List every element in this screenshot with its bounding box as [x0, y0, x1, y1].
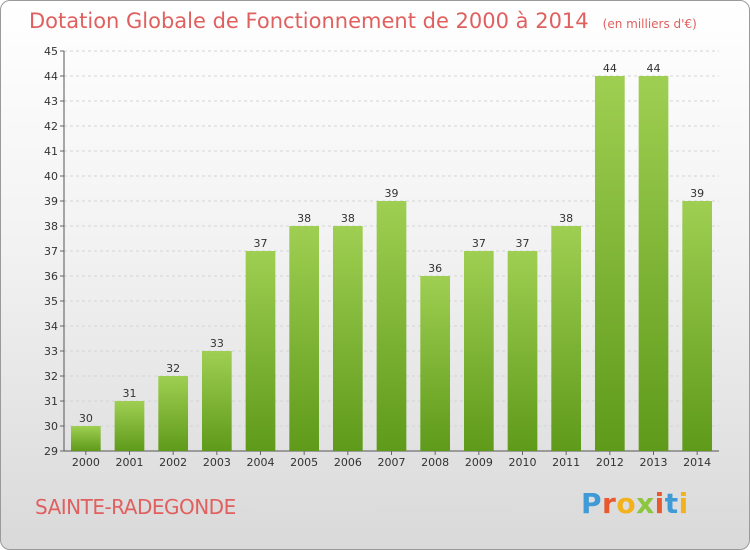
bar [70, 426, 101, 451]
value-label: 38 [559, 212, 573, 225]
logo-letter: t [664, 487, 679, 520]
y-tick-label: 43 [44, 95, 58, 108]
y-tick-label: 37 [44, 245, 58, 258]
bar [594, 76, 625, 451]
bar [463, 251, 494, 451]
logo-letter: i [654, 487, 665, 520]
value-label: 32 [166, 362, 180, 375]
value-label: 39 [385, 187, 399, 200]
value-label: 38 [297, 212, 311, 225]
chart-title: Dotation Globale de Fonctionnement de 20… [29, 9, 697, 33]
bar [114, 401, 145, 451]
x-tick-label: 2011 [552, 456, 580, 469]
logo-letter: i [678, 487, 689, 520]
x-tick-label: 2001 [116, 456, 144, 469]
bar [332, 226, 363, 451]
bar [507, 251, 538, 451]
y-tick-label: 39 [44, 195, 58, 208]
logo-letter: x [636, 487, 655, 520]
bar [376, 201, 407, 451]
y-tick-label: 42 [44, 120, 58, 133]
x-tick-label: 2013 [640, 456, 668, 469]
value-label: 36 [428, 262, 442, 275]
y-tick-label: 40 [44, 170, 58, 183]
value-label: 31 [123, 387, 137, 400]
x-tick-label: 2012 [596, 456, 624, 469]
value-label: 30 [79, 412, 93, 425]
bar [682, 201, 713, 451]
y-tick-label: 34 [44, 320, 58, 333]
bar [158, 376, 189, 451]
bar [638, 76, 669, 451]
value-label: 37 [472, 237, 486, 250]
y-tick-label: 44 [44, 70, 58, 83]
bar [201, 351, 232, 451]
y-tick-label: 36 [44, 270, 58, 283]
y-tick-label: 38 [44, 220, 58, 233]
x-tick-label: 2004 [247, 456, 275, 469]
title-text: Dotation Globale de Fonctionnement de 20… [29, 9, 589, 33]
bar [245, 251, 276, 451]
y-tick-label: 45 [44, 45, 58, 58]
x-tick-label: 2006 [334, 456, 362, 469]
x-tick-label: 2000 [72, 456, 100, 469]
x-tick-label: 2002 [159, 456, 187, 469]
y-tick-label: 31 [44, 395, 58, 408]
logo-letter: P [581, 487, 603, 520]
proxiti-logo: Proxiti [581, 487, 689, 520]
x-tick-label: 2003 [203, 456, 231, 469]
x-tick-label: 2005 [290, 456, 318, 469]
logo-letter: o [616, 487, 637, 520]
y-tick-label: 29 [44, 445, 58, 458]
x-tick-label: 2007 [378, 456, 406, 469]
value-label: 33 [210, 337, 224, 350]
y-tick-label: 41 [44, 145, 58, 158]
bar [551, 226, 582, 451]
y-tick-label: 32 [44, 370, 58, 383]
value-label: 39 [690, 187, 704, 200]
y-tick-label: 35 [44, 295, 58, 308]
commune-name: SAINTE-RADEGONDE [35, 495, 236, 519]
bar [289, 226, 320, 451]
value-label: 44 [647, 62, 661, 75]
value-label: 38 [341, 212, 355, 225]
x-tick-label: 2008 [421, 456, 449, 469]
value-label: 37 [516, 237, 530, 250]
x-tick-label: 2009 [465, 456, 493, 469]
value-label: 37 [254, 237, 268, 250]
unit-label: (en milliers d'€) [602, 17, 697, 31]
x-tick-label: 2014 [683, 456, 711, 469]
value-label: 44 [603, 62, 617, 75]
x-tick-label: 2010 [509, 456, 537, 469]
y-tick-label: 30 [44, 420, 58, 433]
logo-letter: r [602, 487, 617, 520]
bar [420, 276, 451, 451]
y-tick-label: 33 [44, 345, 58, 358]
